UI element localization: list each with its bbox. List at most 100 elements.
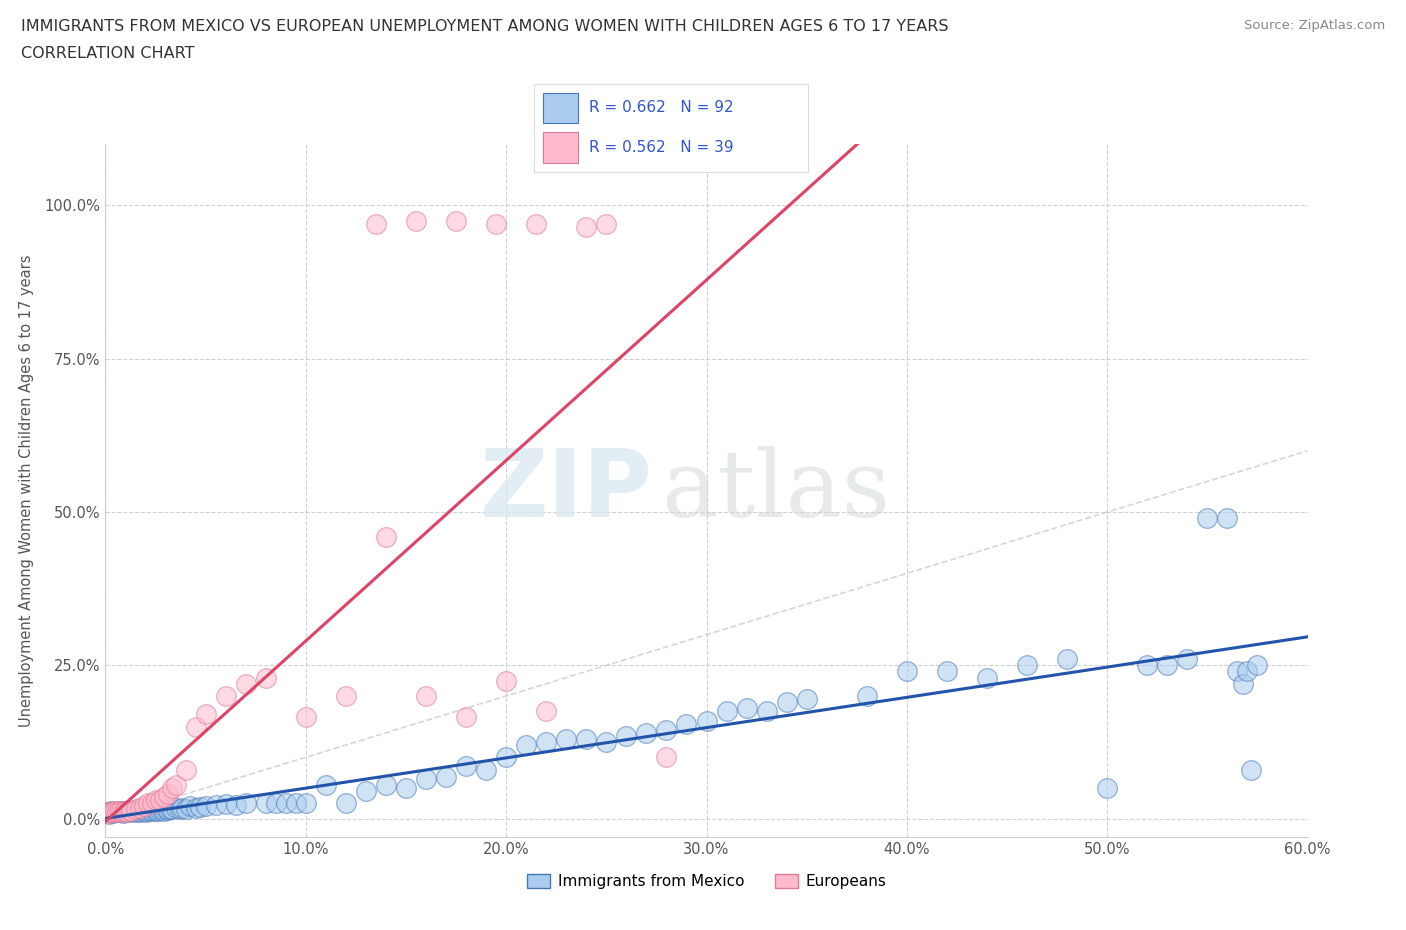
Point xyxy=(114,804,136,818)
Point xyxy=(148,803,170,817)
Point xyxy=(235,676,257,691)
Point xyxy=(174,802,197,817)
Point xyxy=(675,716,697,731)
Text: ZIP: ZIP xyxy=(479,445,652,537)
Point xyxy=(104,804,127,818)
Point xyxy=(485,217,508,232)
Point xyxy=(141,796,163,811)
Point xyxy=(405,213,427,228)
Point xyxy=(104,804,127,819)
Point xyxy=(98,805,121,820)
Point xyxy=(100,804,122,819)
Point xyxy=(1017,658,1039,672)
Point xyxy=(1177,652,1199,667)
Text: Source: ZipAtlas.com: Source: ZipAtlas.com xyxy=(1244,19,1385,32)
Point xyxy=(121,804,143,818)
Point xyxy=(235,796,257,811)
Point xyxy=(124,802,146,817)
Point xyxy=(141,804,163,818)
Point xyxy=(184,800,207,815)
Point xyxy=(128,800,150,815)
Point xyxy=(145,804,167,818)
Point xyxy=(364,217,387,232)
Point xyxy=(117,804,139,819)
Point xyxy=(156,787,179,802)
Point xyxy=(179,799,201,814)
Point xyxy=(735,701,758,716)
Point xyxy=(264,796,287,811)
Point xyxy=(1232,676,1254,691)
Point xyxy=(135,804,157,819)
Point xyxy=(1056,652,1078,667)
Point xyxy=(204,798,226,813)
Point xyxy=(454,759,477,774)
Point xyxy=(1216,511,1239,525)
Point xyxy=(395,780,418,795)
Point xyxy=(374,777,398,792)
Point xyxy=(214,796,236,811)
Text: R = 0.662   N = 92: R = 0.662 N = 92 xyxy=(589,100,734,115)
Point xyxy=(136,796,159,811)
Point xyxy=(117,805,139,820)
Point xyxy=(495,673,517,688)
Point xyxy=(976,671,998,685)
Point xyxy=(796,692,818,707)
Point xyxy=(148,792,170,807)
Point xyxy=(444,213,467,228)
Point xyxy=(534,735,557,750)
Legend: Immigrants from Mexico, Europeans: Immigrants from Mexico, Europeans xyxy=(520,868,893,896)
Bar xyxy=(543,93,578,124)
Point xyxy=(655,750,678,764)
Point xyxy=(1197,511,1219,525)
Point xyxy=(454,710,477,724)
Point xyxy=(132,799,155,814)
Point xyxy=(170,800,193,815)
Point xyxy=(315,777,337,792)
Text: R = 0.562   N = 39: R = 0.562 N = 39 xyxy=(589,140,734,155)
Point xyxy=(1240,762,1263,777)
Point xyxy=(124,805,146,820)
Point xyxy=(103,805,125,820)
Point xyxy=(495,750,517,764)
Point xyxy=(225,798,247,813)
Point xyxy=(128,804,150,819)
Point xyxy=(110,804,132,818)
Point xyxy=(98,806,121,821)
Point xyxy=(716,704,738,719)
Point xyxy=(142,802,165,817)
Point xyxy=(110,804,132,819)
Point xyxy=(156,803,179,817)
Point xyxy=(103,805,125,820)
Text: IMMIGRANTS FROM MEXICO VS EUROPEAN UNEMPLOYMENT AMONG WOMEN WITH CHILDREN AGES 6: IMMIGRANTS FROM MEXICO VS EUROPEAN UNEMP… xyxy=(21,19,949,33)
Point xyxy=(132,804,155,818)
Point xyxy=(114,804,136,818)
Point xyxy=(127,804,149,818)
Point xyxy=(131,803,153,817)
Point xyxy=(295,796,318,811)
Point xyxy=(174,762,197,777)
Point xyxy=(415,771,437,786)
Point xyxy=(524,217,547,232)
Point xyxy=(655,723,678,737)
Point xyxy=(100,804,122,818)
Point xyxy=(595,735,617,750)
Point xyxy=(112,805,135,820)
Point xyxy=(107,804,129,819)
Point xyxy=(1097,780,1119,795)
Point xyxy=(146,804,169,818)
Point xyxy=(118,804,141,818)
Point xyxy=(214,688,236,703)
Point xyxy=(150,802,173,817)
Point xyxy=(896,664,918,679)
Point xyxy=(776,695,799,710)
Point xyxy=(636,725,658,740)
Point xyxy=(121,804,143,819)
Point xyxy=(160,780,183,795)
Point xyxy=(159,802,181,817)
Point xyxy=(595,217,617,232)
Point xyxy=(118,803,141,817)
Point xyxy=(107,805,129,820)
Point xyxy=(96,805,118,820)
Point xyxy=(696,713,718,728)
Point xyxy=(284,796,307,811)
